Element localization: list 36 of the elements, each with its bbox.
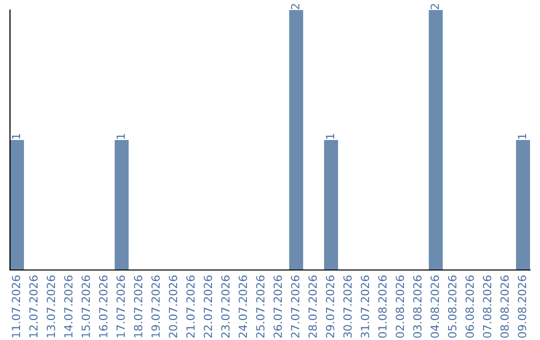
x-tick-label: 06.08.2026 [465,276,474,338]
x-tick-label: 18.07.2026 [134,276,142,338]
data-label: 2 [290,4,300,10]
data-label: 1 [12,134,20,139]
x-tick-label: 09.08.2026 [518,276,526,338]
x-tick-label: 07.08.2026 [482,276,492,338]
x-tick-label: 20.07.2026 [168,276,178,338]
x-tick-label: 03.08.2026 [413,276,422,338]
x-tick-label: 27.07.2026 [290,276,300,338]
x-tick-label: 01.08.2026 [378,276,387,338]
x-tick-label: 25.07.2026 [256,276,264,338]
x-tick-label: 12.07.2026 [29,276,38,338]
x-tick-label: 26.07.2026 [274,276,282,338]
x-tick-label: 21.07.2026 [186,276,195,338]
x-tick-label: 04.08.2026 [430,276,439,338]
x-tick-label: 28.07.2026 [308,276,317,338]
x-tick-label: 31.07.2026 [360,276,370,338]
data-label: 1 [326,134,334,139]
x-tick-label: 29.07.2026 [326,276,334,338]
x-tick-label: 22.07.2026 [204,276,212,338]
x-tick-label: 11.07.2026 [12,276,20,338]
x-tick-label: 05.08.2026 [448,276,456,338]
x-tick-label: 02.08.2026 [396,276,404,338]
x-tick-label: 19.07.2026 [151,276,160,338]
x-tick-label: 24.07.2026 [238,276,248,338]
x-tick-label: 16.07.2026 [99,276,108,338]
x-tick-label: 17.07.2026 [116,276,125,338]
data-label: 1 [116,134,125,139]
x-tick-label: 30.07.2026 [343,276,352,338]
x-tick-label: 14.07.2026 [64,276,73,338]
x-tick-label: 08.08.2026 [500,276,509,338]
x-tick-label: 15.07.2026 [82,276,90,338]
x-tick-label: 23.07.2026 [221,276,230,338]
data-label: 1 [518,134,526,139]
x-tick-label: 13.07.2026 [46,276,56,338]
data-label: 2 [430,4,439,10]
